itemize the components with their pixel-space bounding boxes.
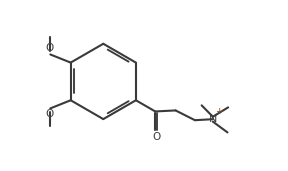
Text: O: O [152,132,160,142]
Text: O: O [45,109,53,119]
Text: N: N [209,114,217,124]
Text: O: O [45,43,53,53]
Text: +: + [215,107,222,116]
